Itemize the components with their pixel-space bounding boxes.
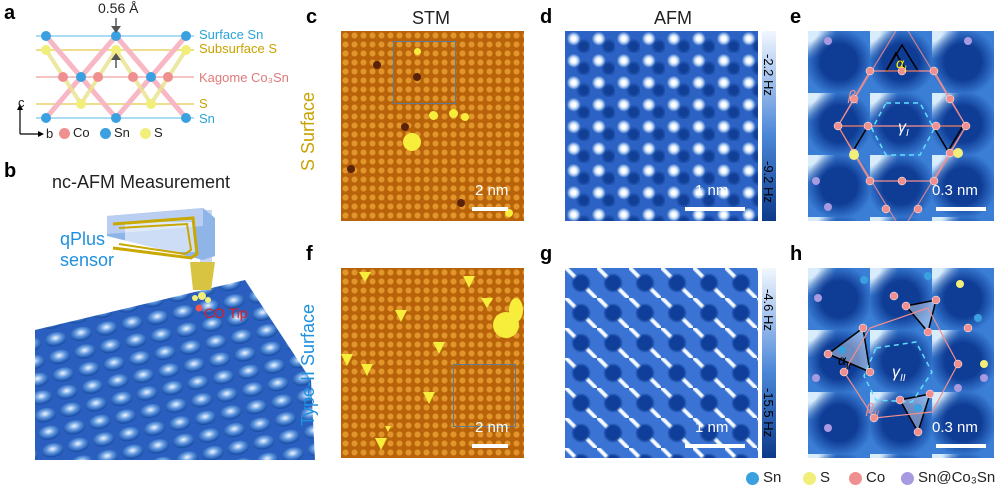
panel-label-h: h	[790, 243, 803, 265]
legend-co-label: Co	[73, 125, 90, 140]
zoom-region-box	[453, 364, 516, 427]
stm-column-title: STM	[412, 8, 450, 28]
scale-bar-label: 2 nm	[475, 419, 509, 436]
adatom	[505, 209, 513, 217]
sensor-label: sensor	[60, 250, 115, 270]
co-tip-label: CO Tip	[204, 305, 248, 321]
scale-bar	[472, 444, 508, 448]
zoom-region-box	[393, 41, 456, 104]
panel-label-e: e	[790, 6, 802, 28]
colorbar-g	[762, 268, 776, 458]
stm-image-s-surface: 2 nm	[341, 31, 524, 221]
panel-label-c: c	[306, 6, 318, 28]
legend-co: Co	[866, 469, 886, 486]
legend-sn-co3sn: Sn@Co₃Sn	[918, 469, 996, 486]
colorbar-d	[762, 31, 776, 221]
legend-sn-co3sn-icon	[901, 472, 914, 485]
panel-label-f: f	[306, 243, 313, 265]
panel-label-g: g	[540, 243, 553, 265]
stm-image-type-ii-surface: 2 nm	[341, 268, 524, 458]
triangular-adatoms	[341, 272, 493, 450]
gamma-ii-label: γII	[892, 364, 906, 385]
adatom-cluster	[509, 298, 523, 322]
qplus-sensor-icon	[107, 208, 215, 260]
beta-ii-label: βII	[866, 400, 880, 419]
gamma-i-label: γI	[898, 119, 909, 140]
adatom	[449, 109, 458, 118]
colorbar-d-top-label: -2.2 Hz	[761, 54, 776, 96]
axis-icon	[17, 104, 44, 137]
afm-zoom-image-type-ii-surface: αII βII γII 0.3 nm	[808, 268, 994, 458]
vacancy	[373, 61, 381, 69]
afm-zoom-image-s-surface: αI βI γI 0.3 nm	[808, 31, 994, 221]
row-label-type-ii-surface: Type-II Surface	[298, 303, 318, 426]
nc-afm-title: nc-AFM Measurement	[52, 172, 231, 192]
scale-bar-label: 1 nm	[695, 419, 729, 436]
afm-image-type-ii-surface: 1 nm	[565, 268, 758, 458]
sn-atom-icon	[100, 128, 111, 139]
scale-bar	[685, 207, 745, 211]
scale-bar-label: 0.3 nm	[932, 182, 978, 199]
scale-bar-label: 1 nm	[695, 182, 729, 199]
co-atom-icon	[59, 128, 70, 139]
adatom	[414, 48, 421, 55]
layer-label-kagome: Kagome Co₃Sn	[199, 70, 289, 85]
vacancy	[347, 165, 355, 173]
adatom-cluster	[403, 133, 421, 151]
beta-i-label: βI	[848, 87, 859, 106]
panel-label-a: a	[4, 2, 16, 24]
afm-column-title: AFM	[654, 8, 692, 28]
scale-bar-label: 0.3 nm	[932, 419, 978, 436]
kagome-overlay	[812, 31, 972, 221]
kagome-overlay	[812, 272, 988, 437]
axis-b-label: b	[46, 126, 54, 141]
colorbar-g-top-label: -4.6 Hz	[761, 289, 776, 331]
legend-co-icon	[849, 472, 862, 485]
colorbar-g-bottom-label: -15.5 Hz	[761, 388, 776, 438]
row-label-s-surface: S Surface	[298, 91, 318, 171]
layer-label-s: S	[199, 96, 208, 111]
layer-label-sn: Sn	[199, 111, 215, 126]
alpha-i-label: αI	[896, 55, 907, 74]
afm-image-s-surface: 1 nm	[565, 31, 758, 221]
legend-sn-icon	[746, 472, 759, 485]
scale-bar	[936, 207, 986, 211]
vacancy	[413, 73, 421, 81]
vacancy	[457, 199, 465, 207]
adatom	[429, 111, 438, 120]
scale-bar	[472, 207, 508, 211]
adatom	[461, 113, 469, 121]
scale-bar	[936, 444, 986, 448]
legend-sn: Sn	[763, 469, 782, 486]
legend-s: S	[820, 469, 831, 486]
vacancy	[401, 123, 409, 131]
s-atom-icon	[140, 128, 151, 139]
legend-sn-label: Sn	[114, 125, 130, 140]
scale-bar	[685, 444, 745, 448]
colorbar-d-bottom-label: -9.2 Hz	[761, 161, 776, 203]
qplus-label: qPlus	[60, 229, 106, 249]
legend-s-label: S	[154, 125, 163, 140]
panel-label-d: d	[540, 6, 553, 28]
panel-label-b: b	[4, 160, 17, 182]
crystal-structure-diagram	[36, 18, 194, 123]
layer-label-surface-sn: Surface Sn	[199, 27, 264, 42]
scale-bar-label: 2 nm	[475, 182, 509, 199]
layer-spacing-label: 0.56 Å	[98, 0, 139, 16]
axis-c-label: c	[18, 95, 25, 110]
legend-s-icon	[803, 472, 816, 485]
layer-label-subsurface-s: Subsurface S	[199, 41, 278, 56]
alpha-ii-label: αII	[838, 352, 851, 371]
